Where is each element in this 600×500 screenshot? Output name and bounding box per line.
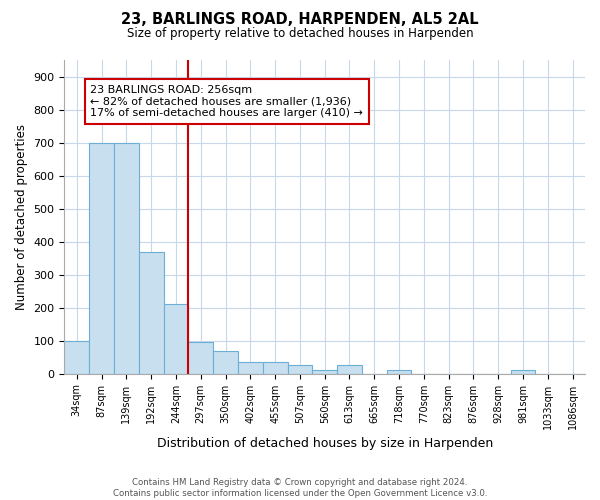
- Bar: [238, 362, 263, 374]
- Bar: [164, 304, 188, 374]
- Bar: [386, 370, 412, 374]
- Bar: [213, 350, 238, 374]
- Bar: [64, 340, 89, 374]
- Y-axis label: Number of detached properties: Number of detached properties: [15, 124, 28, 310]
- Text: 23, BARLINGS ROAD, HARPENDEN, AL5 2AL: 23, BARLINGS ROAD, HARPENDEN, AL5 2AL: [121, 12, 479, 28]
- Bar: [313, 370, 337, 374]
- Bar: [263, 362, 287, 374]
- Text: Size of property relative to detached houses in Harpenden: Size of property relative to detached ho…: [127, 28, 473, 40]
- Bar: [89, 142, 114, 374]
- Text: 23 BARLINGS ROAD: 256sqm
← 82% of detached houses are smaller (1,936)
17% of sem: 23 BARLINGS ROAD: 256sqm ← 82% of detach…: [91, 85, 364, 118]
- Bar: [511, 370, 535, 374]
- Bar: [139, 252, 164, 374]
- X-axis label: Distribution of detached houses by size in Harpenden: Distribution of detached houses by size …: [157, 437, 493, 450]
- Bar: [337, 366, 362, 374]
- Bar: [188, 342, 213, 374]
- Bar: [287, 366, 313, 374]
- Text: Contains HM Land Registry data © Crown copyright and database right 2024.
Contai: Contains HM Land Registry data © Crown c…: [113, 478, 487, 498]
- Bar: [114, 142, 139, 374]
